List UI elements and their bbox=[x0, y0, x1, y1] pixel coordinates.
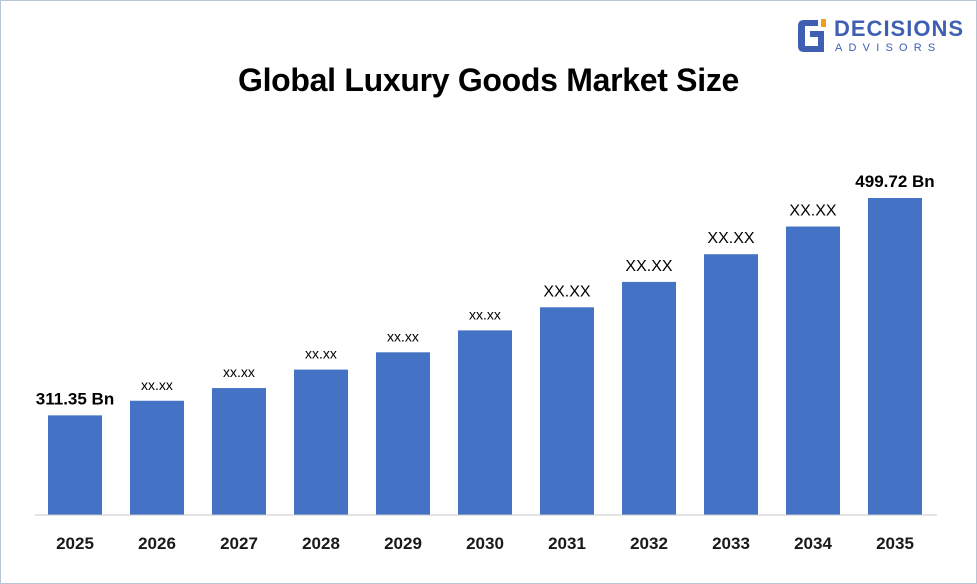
bar-2031 bbox=[540, 307, 594, 515]
bar-2030 bbox=[458, 330, 512, 515]
brand-name-line2: ADVISORS bbox=[835, 42, 942, 54]
bar-2029 bbox=[376, 352, 430, 515]
bar-2035 bbox=[868, 198, 922, 515]
x-tick-label-2032: 2032 bbox=[630, 534, 668, 553]
x-tick-label-2030: 2030 bbox=[466, 534, 504, 553]
data-label-2026: xx.xx bbox=[141, 377, 173, 393]
bar-2034 bbox=[786, 226, 840, 515]
x-tick-label-2033: 2033 bbox=[712, 534, 750, 553]
bar-2025 bbox=[48, 415, 102, 515]
x-tick-label-2034: 2034 bbox=[794, 534, 832, 553]
bar-2026 bbox=[130, 400, 184, 515]
data-label-2030: xx.xx bbox=[469, 306, 501, 322]
data-label-2027: xx.xx bbox=[223, 364, 255, 380]
bar-2028 bbox=[294, 369, 348, 515]
x-tick-labels-group: 2025 2026 2027 2028 2029 2030 2031 2032 2033 2034… bbox=[56, 534, 914, 553]
bar-2027 bbox=[212, 388, 266, 515]
data-label-2034: XX.XX bbox=[789, 203, 836, 220]
x-tick-label-2027: 2027 bbox=[220, 534, 258, 553]
data-labels-group: 311.35 Bn xx.xx xx.xx xx.xx xx.xx xx.xx XX.XX X… bbox=[36, 172, 935, 408]
x-tick-label-2026: 2026 bbox=[138, 534, 176, 553]
brand-logo: DECISIONS ADVISORS bbox=[794, 14, 964, 58]
x-tick-label-2031: 2031 bbox=[548, 534, 586, 553]
bar-2033 bbox=[704, 254, 758, 515]
data-label-2032: XX.XX bbox=[625, 258, 672, 275]
data-label-2029: xx.xx bbox=[387, 328, 419, 344]
brand-name-line1: DECISIONS bbox=[834, 16, 965, 41]
x-tick-label-2029: 2029 bbox=[384, 534, 422, 553]
x-tick-label-2035: 2035 bbox=[876, 534, 914, 553]
data-label-2025: 311.35 Bn bbox=[36, 389, 114, 408]
chart-title: Global Luxury Goods Market Size bbox=[237, 62, 740, 98]
x-tick-label-2028: 2028 bbox=[302, 534, 340, 553]
data-label-2035: 499.72 Bn bbox=[855, 172, 934, 191]
x-tick-label-2025: 2025 bbox=[56, 534, 94, 553]
data-label-2028: xx.xx bbox=[305, 346, 337, 362]
bars-group bbox=[48, 198, 922, 515]
data-label-2033: XX.XX bbox=[707, 230, 754, 247]
bar-2032 bbox=[622, 281, 676, 515]
data-label-2031: XX.XX bbox=[543, 283, 590, 300]
decisions-advisors-logo-icon bbox=[798, 19, 826, 52]
